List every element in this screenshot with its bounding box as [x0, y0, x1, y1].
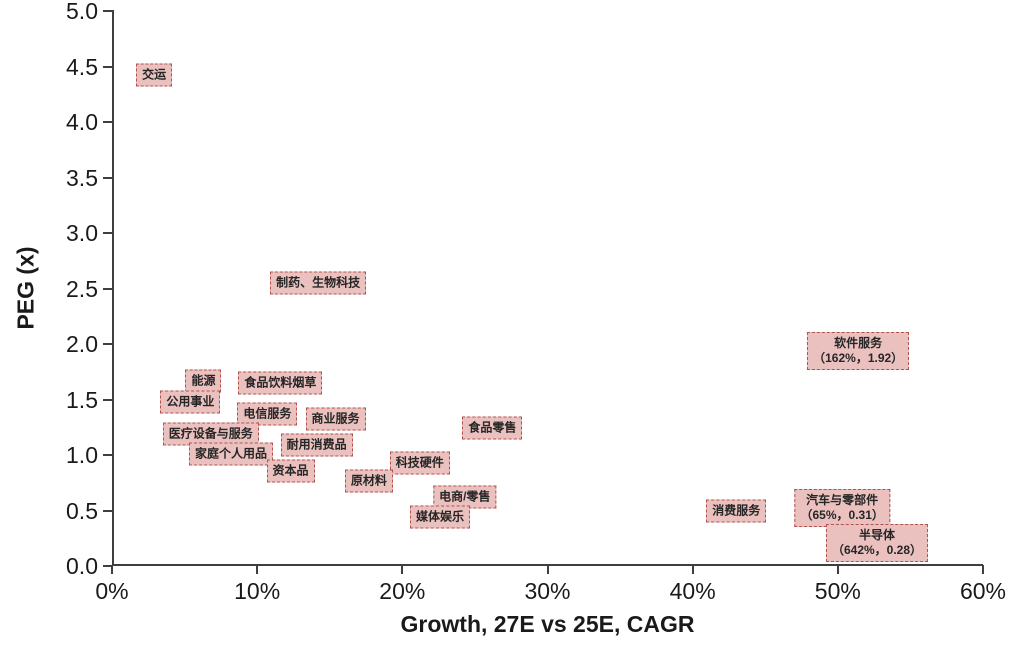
x-axis-tick — [836, 565, 839, 574]
y-axis-tick — [103, 343, 112, 345]
y-axis-tick — [103, 398, 112, 401]
x-axis-tick — [401, 565, 404, 574]
chart-point-label: 汽车与零部件 （65%，0.31） — [794, 489, 890, 528]
point-label-text: 食品零售 — [468, 420, 517, 435]
y-tick-label: 3.5 — [66, 164, 98, 191]
y-axis-tick — [103, 121, 112, 123]
y-tick-label: 2.0 — [66, 331, 98, 357]
point-label-text: 家庭个人用品 — [195, 446, 268, 461]
x-tick-label: 10% — [234, 578, 281, 604]
chart-point-label: 软件服务 （162%，1.92） — [807, 331, 910, 370]
y-axis-tick — [103, 176, 112, 179]
chart-point-label: 电信服务 — [237, 402, 298, 426]
point-label-value: （642%，0.28） — [831, 542, 923, 557]
x-tick-label: 30% — [524, 578, 571, 604]
chart-point-label: 商业服务 — [305, 407, 366, 431]
y-axis-tick — [103, 509, 112, 512]
chart-point-label: 半导体 （642%，0.28） — [825, 523, 929, 562]
chart-point-label: 食品零售 — [462, 416, 523, 440]
chart-point-label: 原材料 — [344, 469, 393, 493]
y-axis-tick — [103, 287, 112, 290]
x-tick-label: 0% — [95, 578, 129, 604]
x-axis-tick — [691, 565, 694, 574]
chart-point-label: 耐用消费品 — [280, 433, 353, 457]
y-tick-label: 0.5 — [66, 497, 98, 524]
point-label-text: 交运 — [142, 67, 167, 82]
point-label-text: 商业服务 — [311, 411, 360, 426]
point-label-text: 软件服务 — [834, 335, 883, 350]
chart-point-label: 科技硬件 — [389, 451, 450, 475]
point-label-text: 媒体娱乐 — [416, 509, 465, 524]
chart-point-label: 家庭个人用品 — [189, 442, 274, 466]
y-axis-tick — [103, 454, 112, 456]
x-tick-label: 20% — [379, 578, 426, 604]
y-axis-tick — [103, 565, 112, 567]
x-tick-label: 50% — [814, 578, 861, 604]
y-tick-label: 1.0 — [66, 442, 98, 468]
point-label-text: 原材料 — [350, 473, 387, 488]
point-label-text: 半导体 — [859, 527, 896, 542]
point-label-text: 科技硬件 — [395, 455, 444, 470]
point-label-value: （65%，0.31） — [800, 508, 884, 523]
y-tick-label: 4.5 — [66, 53, 98, 80]
chart-point-label: 医疗设备与服务 — [162, 422, 259, 446]
y-tick-label: 2.5 — [66, 275, 98, 302]
y-tick-label: 5.0 — [66, 0, 98, 24]
point-label-value: （162%，1.92） — [813, 350, 904, 365]
point-label-text: 电商/零售 — [439, 489, 491, 504]
plot-area — [112, 10, 983, 566]
point-label-text: 食品饮料烟草 — [244, 375, 317, 390]
x-axis-title: Growth, 27E vs 25E, CAGR — [400, 611, 695, 637]
chart-point-label: 制药、生物科技 — [270, 271, 367, 295]
point-label-text: 汽车与零部件 — [806, 493, 879, 508]
chart-point-label: 交运 — [136, 63, 173, 87]
point-label-text: 资本品 — [272, 463, 309, 478]
chart-point-label: 资本品 — [266, 459, 315, 483]
point-label-text: 消费服务 — [712, 503, 761, 517]
y-axis-tick — [103, 10, 112, 12]
x-axis-tick — [111, 565, 113, 574]
y-axis-title: PEG (x) — [12, 246, 39, 330]
y-tick-label: 3.0 — [66, 220, 98, 246]
point-label-text: 医疗设备与服务 — [168, 426, 253, 441]
point-label-text: 耐用消费品 — [286, 437, 347, 452]
point-label-text: 电信服务 — [243, 406, 292, 421]
y-axis-tick — [103, 65, 112, 68]
chart-point-label: 食品饮料烟草 — [238, 371, 323, 395]
point-label-text: 制药、生物科技 — [276, 275, 361, 290]
chart-point-label: 电商/零售 — [433, 485, 497, 509]
y-tick-label: 4.0 — [66, 109, 98, 135]
x-tick-label: 60% — [959, 578, 1007, 604]
chart-point-label: 媒体娱乐 — [410, 505, 471, 529]
y-tick-label: 0.0 — [66, 553, 98, 579]
y-axis-tick — [103, 232, 112, 234]
chart-point-label: 公用事业 — [160, 390, 221, 414]
chart-point-label: 能源 — [185, 369, 222, 393]
x-axis-tick — [982, 565, 984, 574]
x-tick-label: 40% — [669, 578, 716, 604]
chart-point-label: 消费服务 — [706, 499, 767, 522]
point-label-text: 能源 — [191, 373, 216, 388]
x-axis-tick — [546, 565, 549, 574]
x-axis-tick — [256, 565, 259, 574]
point-label-text: 公用事业 — [166, 394, 215, 409]
y-tick-label: 1.5 — [66, 386, 98, 413]
